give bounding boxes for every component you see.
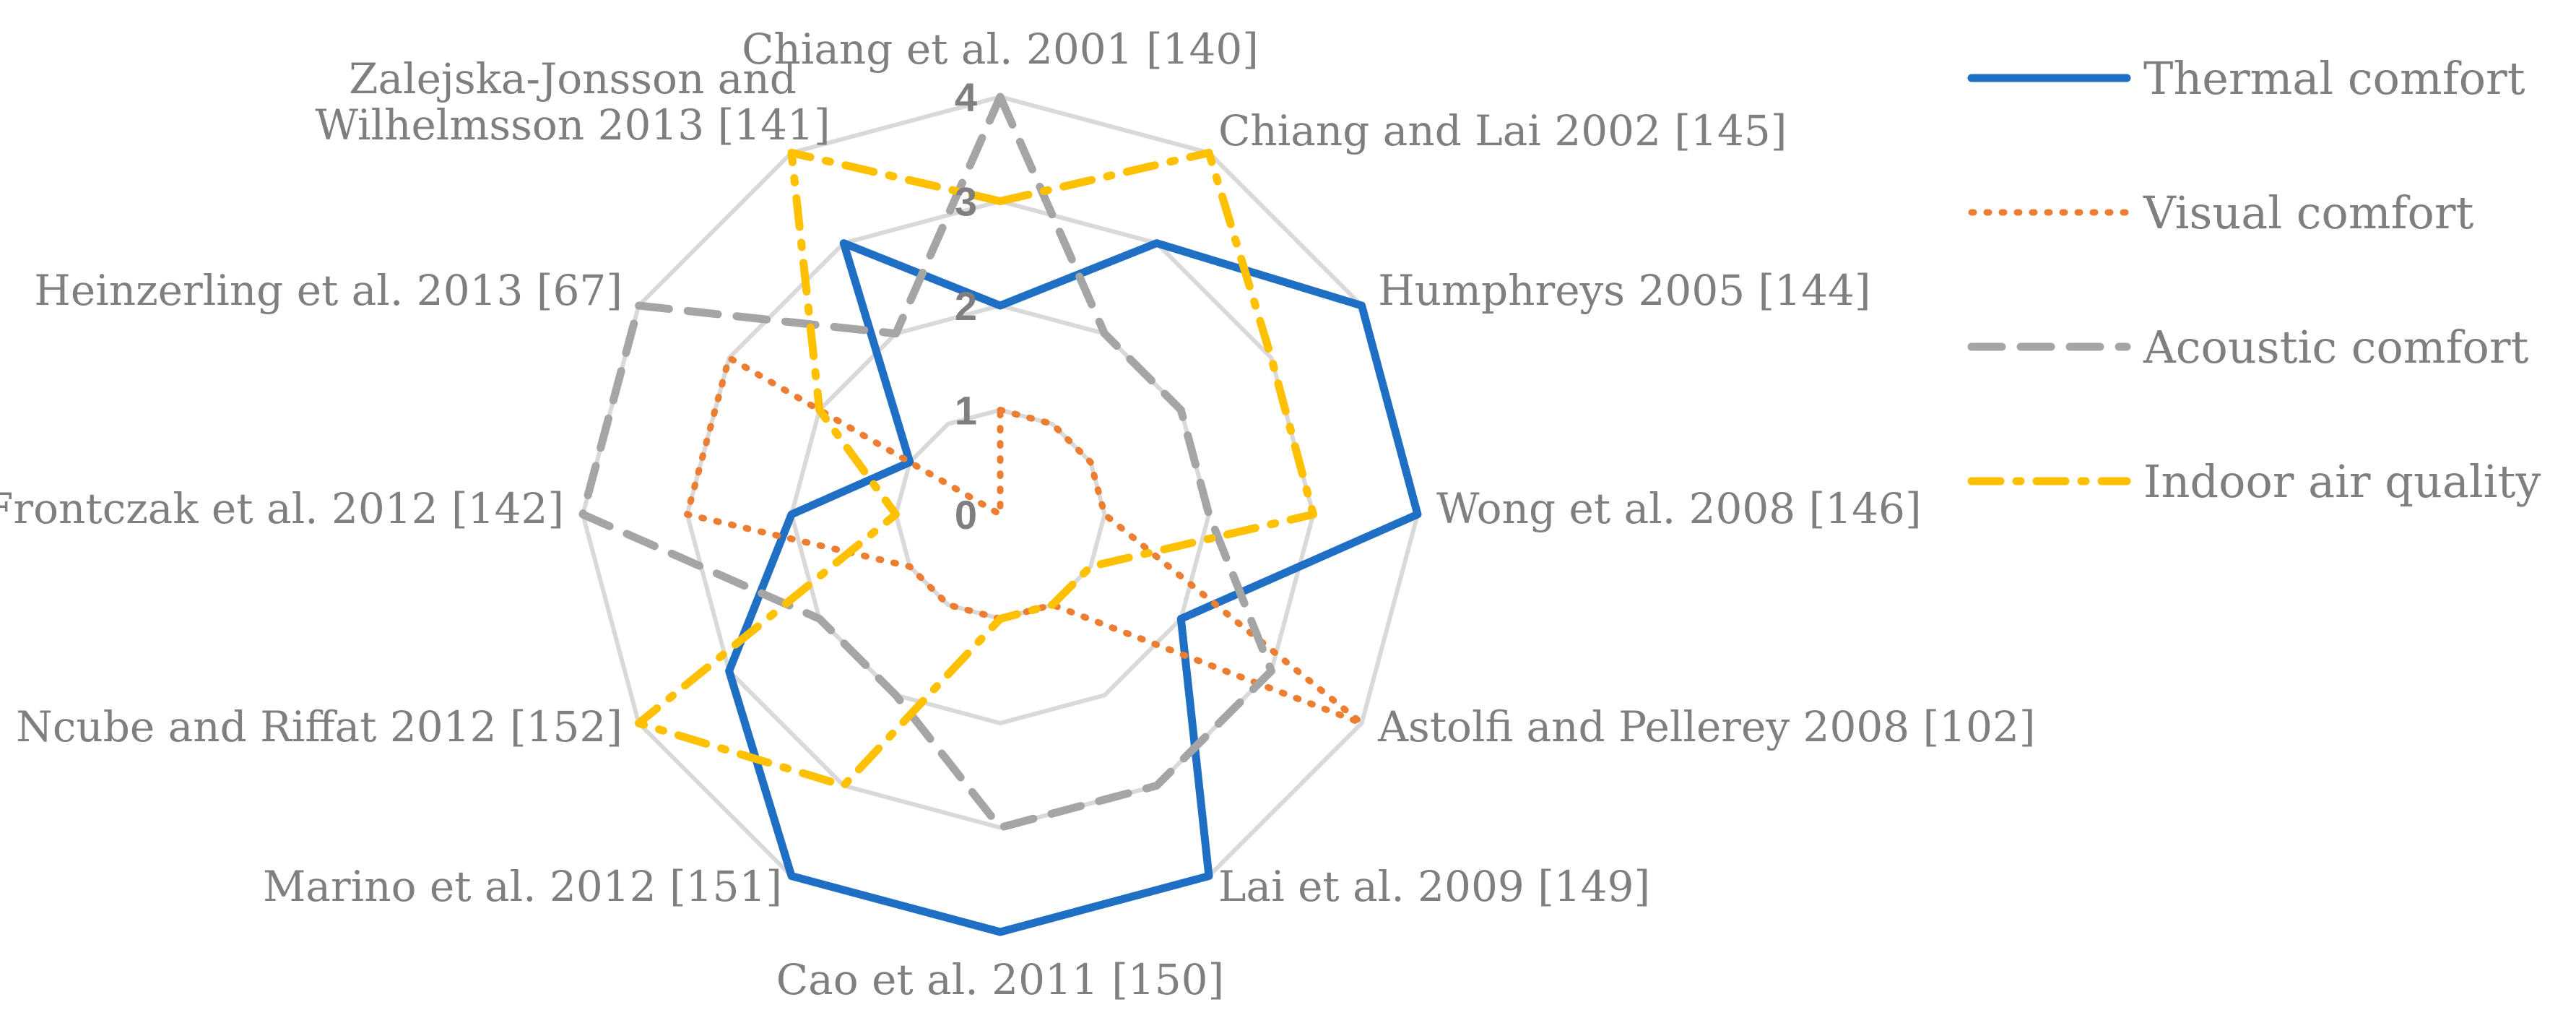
radar-series [578,92,1422,936]
category-label: Wong et al. 2008 [146] [1436,484,1922,533]
category-label: Frontczak et al. 2012 [142] [0,484,564,533]
category-label: Lai et al. 2009 [149] [1218,862,1650,911]
category-label: Ncube and Riffat 2012 [152] [16,702,623,751]
category-label: Chiang et al. 2001 [140] [742,25,1259,74]
category-label: Heinzerling et al. 2013 [67] [34,266,623,315]
tick-label: 0 [955,492,977,538]
category-label: Zalejska-Jonsson and [349,54,797,103]
radar-tick-labels: 0 1 2 3 4 [955,74,977,538]
legend: Thermal comfort Visual comfort Acoustic co… [1967,52,2541,508]
series-line-visual-comfort [684,354,1366,727]
grid-ring-2 [789,303,1212,726]
series-line-thermal-comfort [725,239,1422,936]
tick-label: 2 [955,283,977,329]
radar-category-labels: Chiang et al. 2001 [140] Chiang and Lai 2… [0,25,2036,1004]
category-label: Wilhelmsson 2013 [141] [315,100,830,150]
series-line-acoustic-comfort [578,92,1275,832]
category-label: Astolfi and Pellerey 2008 [102] [1377,702,2035,751]
category-label: Cao et al. 2011 [150] [776,955,1224,1004]
legend-label: Thermal comfort [2143,52,2525,105]
category-label: Humphreys 2005 [144] [1378,266,1870,315]
grid-ring-3 [685,199,1316,830]
legend-label: Indoor air quality [2143,455,2541,508]
tick-label: 1 [955,388,977,433]
legend-label: Acoustic comfort [2143,321,2529,374]
tick-label: 4 [955,74,977,120]
grid-ring-4 [580,94,1421,935]
category-label: Marino et al. 2012 [151] [263,862,782,911]
legend-label: Visual comfort [2143,186,2474,239]
series-line-indoor-air-quality [634,148,1317,790]
category-label: Chiang and Lai 2002 [145] [1218,106,1787,155]
radar-grid [580,94,1421,935]
tick-label: 3 [955,179,977,225]
